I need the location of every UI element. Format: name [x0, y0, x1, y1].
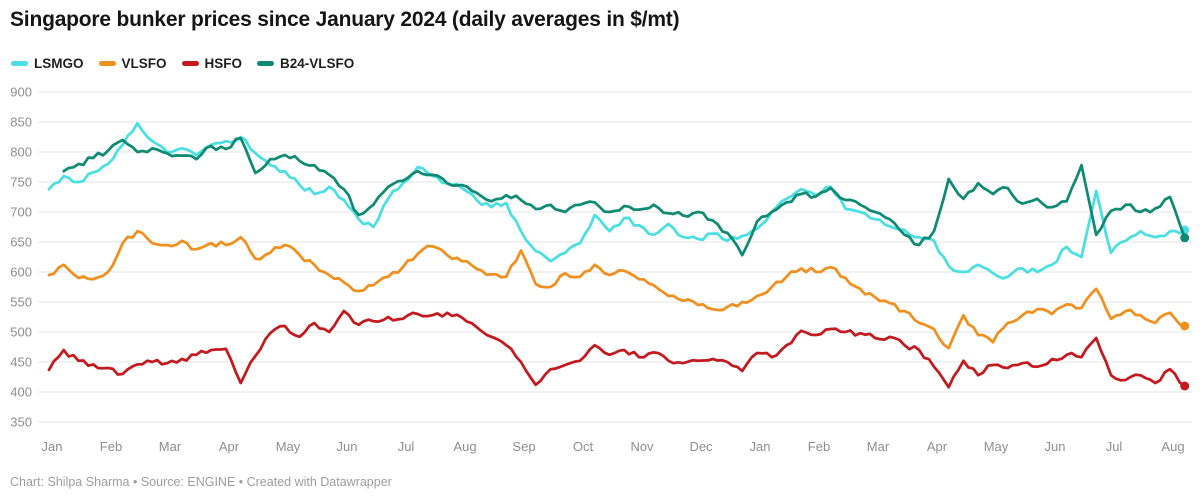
legend-item-vlsfo: VLSFO: [98, 56, 167, 71]
y-tick-label: 550: [10, 295, 32, 310]
legend-swatch: [98, 61, 116, 66]
x-tick-label: Feb: [100, 439, 122, 454]
legend-label: VLSFO: [121, 56, 167, 71]
chart-footer: Chart: Shilpa Sharma • Source: ENGINE • …: [10, 475, 392, 489]
series-line-hsfo: [47, 309, 1187, 389]
x-tick-label: Jan: [750, 439, 771, 454]
legend-label: HSFO: [204, 56, 243, 71]
y-axis-labels: 900 850 800 750 700 650 600 550 500 450 400 350: [10, 85, 32, 430]
y-tick-label: 350: [10, 415, 32, 430]
chart-title: Singapore bunker prices since January 20…: [10, 8, 680, 31]
series-end-dot-vlsfo: [1180, 321, 1190, 331]
x-tick-label: Oct: [573, 439, 594, 454]
series-end-dot-b24-vlsfo: [1180, 233, 1190, 243]
legend-item-hsfo: HSFO: [181, 56, 243, 71]
gridlines: [38, 91, 1192, 423]
x-tick-label: Sep: [512, 439, 535, 454]
y-tick-label: 400: [10, 385, 32, 400]
x-tick-label: Apr: [927, 439, 948, 454]
y-tick-label: 600: [10, 265, 32, 280]
x-tick-label: Jul: [1106, 439, 1123, 454]
legend-swatch: [181, 61, 199, 66]
x-tick-label: Mar: [867, 439, 890, 454]
x-tick-label: May: [276, 439, 301, 454]
legend-swatch: [257, 61, 275, 66]
y-tick-label: 900: [10, 85, 32, 100]
legend-item-lsmgo: LSMGO: [11, 56, 84, 71]
x-tick-label: Mar: [159, 439, 182, 454]
y-tick-label: 800: [10, 145, 32, 160]
x-tick-label: Jun: [1045, 439, 1066, 454]
x-tick-label: Feb: [808, 439, 830, 454]
y-tick-label: 850: [10, 115, 32, 130]
x-tick-label: Jul: [398, 439, 415, 454]
y-tick-label: 700: [10, 205, 32, 220]
y-tick-label: 750: [10, 175, 32, 190]
legend-swatch: [11, 61, 28, 66]
y-tick-label: 450: [10, 355, 32, 370]
y-tick-label: 650: [10, 235, 32, 250]
x-tick-label: Jan: [42, 439, 63, 454]
x-axis-labels: Jan Feb Mar Apr May Jun Jul Aug Sep Oct Nov Dec Jan F…: [42, 439, 1185, 454]
series-end-dot-hsfo: [1180, 381, 1190, 391]
x-tick-label: May: [984, 439, 1009, 454]
series-line-b24-vlsfo: [62, 136, 1187, 257]
x-tick-label: Aug: [1161, 439, 1184, 454]
legend: LSMGO VLSFO HSFO B24-VLSFO: [11, 56, 354, 71]
x-tick-label: Dec: [689, 439, 713, 454]
y-tick-label: 500: [10, 325, 32, 340]
legend-label: LSMGO: [34, 56, 84, 71]
series-line-vlsfo: [47, 229, 1187, 350]
x-tick-label: Apr: [219, 439, 240, 454]
x-tick-label: Aug: [453, 439, 476, 454]
x-tick-label: Jun: [337, 439, 358, 454]
legend-item-b24-vlsfo: B24-VLSFO: [257, 56, 354, 71]
legend-label: B24-VLSFO: [280, 56, 355, 71]
x-tick-label: Nov: [630, 439, 654, 454]
